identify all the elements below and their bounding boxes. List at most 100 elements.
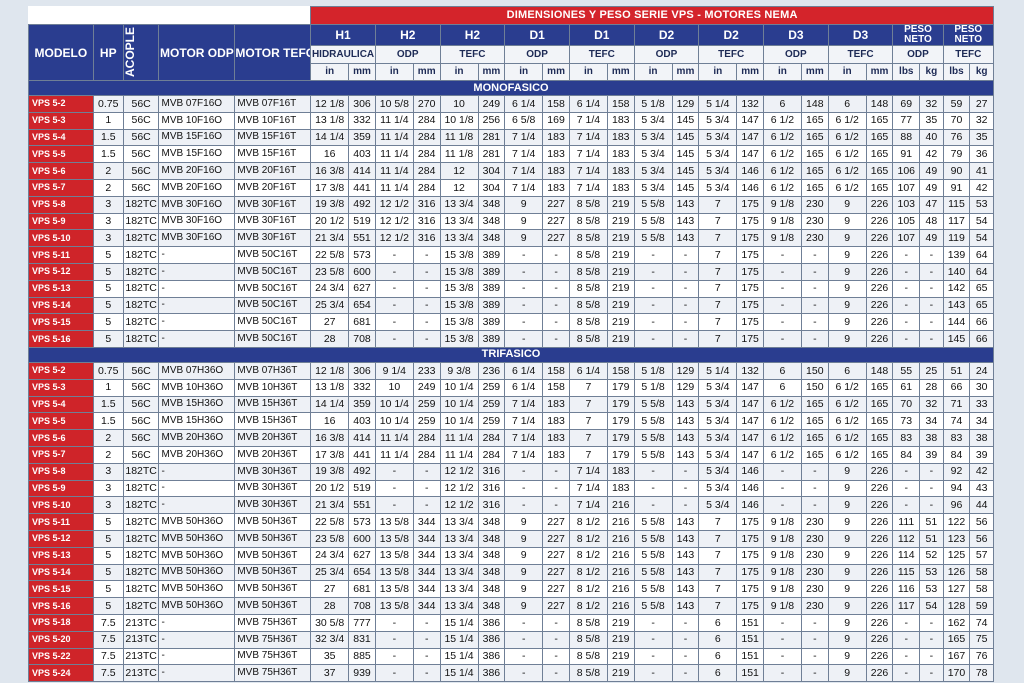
- table-cell: 6 1/2: [827, 111, 867, 130]
- table-cell: 227: [542, 195, 570, 214]
- table-cell: MVB 75H36T: [234, 664, 312, 683]
- table-cell: 15 1/4: [439, 630, 479, 649]
- table-cell: 8 5/8: [568, 246, 608, 264]
- table-cell: 226: [865, 296, 894, 315]
- table-cell: -: [800, 613, 829, 632]
- table-cell: 6 1/2: [763, 162, 802, 180]
- table-cell: 13 3/4: [439, 546, 479, 565]
- table-cell: 56: [969, 529, 994, 548]
- table-cell: 17 3/8: [310, 178, 350, 197]
- table-cell: 21 3/4: [310, 229, 350, 248]
- table-cell: 139: [942, 246, 971, 264]
- model-cell: VPS 5-24: [28, 664, 94, 683]
- table-cell: 386: [477, 664, 506, 683]
- table-cell: 9: [827, 313, 867, 332]
- table-cell: 348: [477, 597, 506, 615]
- table-cell: 21 3/4: [310, 496, 350, 515]
- header-group: H1: [310, 24, 376, 46]
- table-cell: 9: [827, 664, 867, 683]
- table-cell: 6 1/2: [763, 429, 802, 447]
- table-cell: 20 1/2: [310, 479, 350, 498]
- table-cell: 56C: [122, 378, 160, 397]
- table-cell: 316: [412, 195, 441, 214]
- table-cell: 6 1/2: [763, 145, 802, 164]
- table-cell: 219: [606, 195, 635, 214]
- table-cell: 5 3/4: [633, 162, 673, 180]
- table-cell: 91: [942, 178, 971, 197]
- table-cell: 43: [969, 479, 994, 498]
- table-cell: -: [800, 479, 829, 498]
- table-cell: -: [763, 262, 802, 281]
- table-cell: -: [800, 296, 829, 315]
- table-cell: 5 3/4: [698, 479, 738, 498]
- table-cell: 6 1/4: [568, 95, 608, 113]
- table-cell: 15 1/4: [439, 613, 479, 632]
- table-cell: -: [633, 496, 673, 515]
- table-cell: 344: [412, 580, 441, 599]
- header-subgroup: ODP: [892, 45, 944, 64]
- table-cell: -: [892, 330, 921, 348]
- table-row: VPS 5-9 3 182TC MVB 30F16O MVB 30F16T 20 1/2 5…: [28, 212, 994, 231]
- table-cell: 119: [942, 229, 971, 248]
- table-cell: MVB 15F16O: [158, 128, 236, 147]
- model-cell: VPS 5-5: [28, 412, 94, 431]
- table-cell: 9: [504, 195, 544, 214]
- table-cell: 389: [477, 330, 506, 348]
- table-cell: -: [633, 462, 673, 481]
- table-cell: -: [504, 664, 544, 683]
- table-cell: -: [374, 296, 414, 315]
- table-cell: 6 1/4: [504, 95, 544, 113]
- section-label: TRIFASICO: [28, 346, 994, 363]
- table-cell: 1: [92, 378, 124, 397]
- table-cell: MVB 50H36O: [158, 580, 236, 599]
- table-cell: 182TC: [122, 279, 160, 298]
- header-subgroup: ODP: [504, 45, 570, 64]
- table-row: VPS 5-22 7.5 213TC - MVB 75H36T 35 885- -15 1/4…: [28, 647, 994, 666]
- table-cell: 9 1/8: [763, 529, 802, 548]
- table-cell: -: [542, 664, 570, 683]
- table-cell: 183: [606, 479, 635, 498]
- table-cell: 142: [942, 279, 971, 298]
- table-cell: 103: [892, 195, 921, 214]
- table-cell: 6 1/2: [827, 178, 867, 197]
- table-cell: 11 1/4: [374, 445, 414, 464]
- table-cell: 56C: [122, 429, 160, 447]
- table-cell: 708: [348, 597, 376, 615]
- table-cell: 27: [969, 95, 994, 113]
- table-cell: 5 3/4: [698, 111, 738, 130]
- table-cell: -: [374, 479, 414, 498]
- table-cell: 96: [942, 496, 971, 515]
- table-cell: 9 1/8: [763, 597, 802, 615]
- table-cell: 9: [827, 279, 867, 298]
- table-cell: -: [671, 262, 700, 281]
- table-cell: 114: [892, 546, 921, 565]
- table-cell: -: [412, 613, 441, 632]
- table-cell: 129: [671, 378, 700, 397]
- table-cell: 10: [374, 378, 414, 397]
- table-cell: 165: [865, 412, 894, 431]
- table-cell: -: [919, 462, 944, 481]
- table-cell: 7.5: [92, 613, 124, 632]
- table-cell: 183: [606, 111, 635, 130]
- table-cell: 11 1/4: [439, 445, 479, 464]
- table-cell: 147: [736, 145, 765, 164]
- table-cell: 132: [736, 361, 765, 380]
- table-cell: 7: [698, 246, 738, 264]
- table-cell: 145: [671, 178, 700, 197]
- table-cell: 7: [698, 597, 738, 615]
- model-cell: VPS 5-15: [28, 313, 94, 332]
- table-cell: 226: [865, 613, 894, 632]
- table-cell: 9: [827, 563, 867, 582]
- table-cell: 151: [736, 664, 765, 683]
- table-cell: -: [158, 479, 236, 498]
- table-cell: -: [919, 647, 944, 666]
- table-cell: 5 1/8: [633, 95, 673, 113]
- table-cell: -: [671, 296, 700, 315]
- model-cell: VPS 5-6: [28, 429, 94, 447]
- table-cell: 175: [736, 229, 765, 248]
- header-subgroup: TEFC: [568, 45, 635, 64]
- table-cell: 226: [865, 246, 894, 264]
- table-cell: 359: [348, 128, 376, 147]
- table-cell: 145: [671, 162, 700, 180]
- table-cell: 627: [348, 546, 376, 565]
